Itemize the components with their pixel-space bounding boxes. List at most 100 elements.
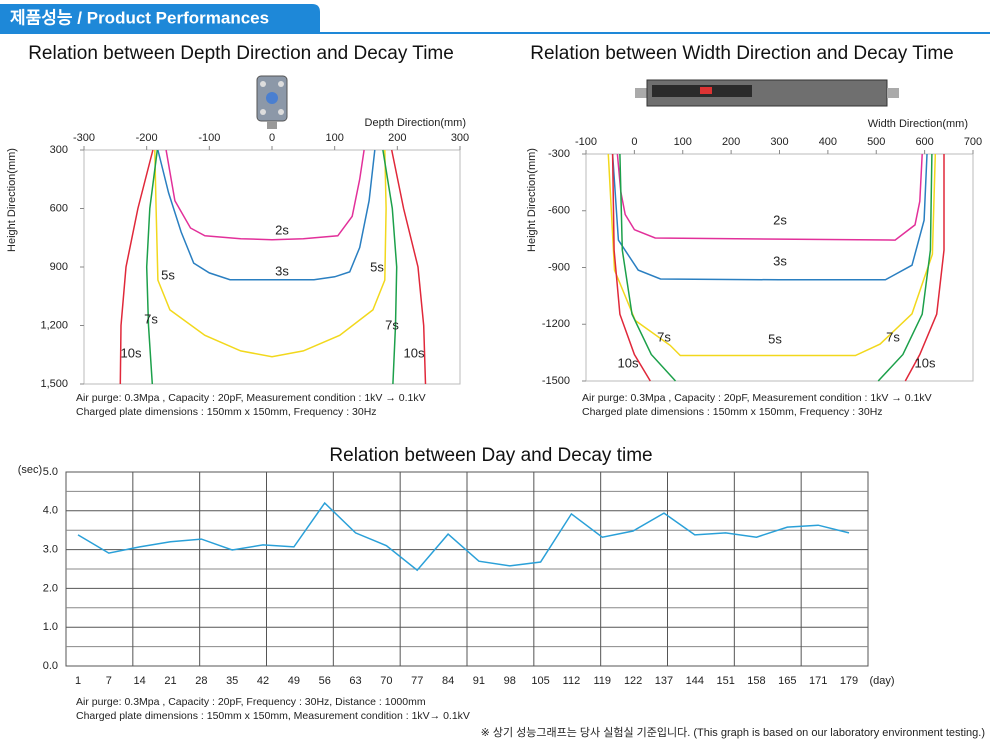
chart-title: Relation between Depth Direction and Dec… (28, 43, 454, 64)
x-tick-label: 0 (269, 132, 275, 144)
y-tick-label: -1200 (542, 318, 570, 330)
series-line (77, 501, 850, 572)
x-axis-title: Width Direction(mm) (868, 118, 968, 130)
y-tick-label: 1.0 (43, 621, 58, 633)
y-tick-label: 1,500 (40, 378, 68, 390)
x-tick-label: 100 (325, 132, 343, 144)
curve-label: 7s (886, 329, 900, 344)
series-line (154, 149, 387, 358)
x-tick-label: 112 (563, 675, 581, 687)
y-tick-label: -900 (548, 261, 570, 273)
curve-label: 2s (275, 222, 289, 237)
x-tick-label: 137 (655, 675, 673, 687)
x-tick-label: -200 (136, 132, 158, 144)
x-tick-label: 77 (411, 675, 423, 687)
x-tick-label: 179 (840, 675, 858, 687)
x-tick-label: 200 (722, 136, 740, 148)
series-line (165, 149, 365, 241)
curve-label: 10s (121, 345, 142, 360)
curve-label: 10s (618, 355, 639, 370)
series-line (145, 149, 398, 385)
x-tick-label: 21 (164, 675, 176, 687)
curve-label: 5s (161, 267, 175, 282)
header-tab (0, 4, 320, 32)
series-line (616, 153, 923, 241)
series-line (619, 153, 933, 382)
x-tick-label: 42 (257, 675, 269, 687)
x-tick-label: 1 (75, 675, 81, 687)
x-tick-label: 400 (819, 136, 837, 148)
x-tick-label: 56 (319, 675, 331, 687)
series-line (157, 149, 376, 281)
chart-note: Air purge: 0.3Mpa , Capacity : 20pF, Mea… (582, 392, 932, 404)
curve-label: 7s (144, 311, 158, 326)
x-tick-label: 7 (106, 675, 112, 687)
x-tick-label: 500 (867, 136, 885, 148)
x-tick-label: 300 (451, 132, 469, 144)
x-tick-label: 84 (442, 675, 454, 687)
x-tick-label: 165 (778, 675, 796, 687)
curve-label: 7s (385, 317, 399, 332)
y-tick-label: 600 (50, 202, 68, 214)
series-line (611, 153, 945, 382)
x-tick-label: 28 (195, 675, 207, 687)
x-tick-label: 91 (473, 675, 485, 687)
y-tick-label: 5.0 (43, 466, 58, 478)
chart-note: Charged plate dimensions : 150mm x 150mm… (76, 406, 377, 418)
x-tick-label: 300 (770, 136, 788, 148)
x-tick-label: 14 (134, 675, 146, 687)
x-tick-label: 70 (380, 675, 392, 687)
x-tick-label: 105 (531, 675, 549, 687)
chart-title: Relation between Day and Decay time (329, 445, 652, 466)
x-tick-label: 98 (504, 675, 516, 687)
series-line (119, 149, 427, 385)
x-tick-label: 600 (915, 136, 933, 148)
x-tick-label: 100 (674, 136, 692, 148)
chart-note: Charged plate dimensions : 150mm x 150mm… (582, 406, 883, 418)
y-tick-label: 900 (50, 261, 68, 273)
y-tick-label: 2.0 (43, 582, 58, 594)
curve-label: 5s (768, 331, 782, 346)
curve-label: 5s (370, 259, 384, 274)
x-tick-label: -100 (198, 132, 220, 144)
footnote: ※ 상기 성능그래프는 당사 실험실 기준입니다. (This graph is… (481, 726, 985, 739)
x-tick-label: -300 (73, 132, 95, 144)
x-tick-label: 700 (964, 136, 982, 148)
curve-label: 7s (657, 329, 671, 344)
y-unit: (sec) (18, 464, 42, 476)
x-tick-label: 158 (747, 675, 765, 687)
y-tick-label: 4.0 (43, 505, 58, 517)
x-tick-label: 122 (624, 675, 642, 687)
x-tick-label: 151 (716, 675, 734, 687)
device-bar-icon (635, 79, 899, 107)
x-tick-label: 119 (594, 675, 612, 687)
x-unit: (day) (869, 675, 894, 687)
y-tick-label: 0.0 (43, 660, 58, 672)
series-line (607, 153, 937, 357)
x-tick-label: 144 (686, 675, 704, 687)
x-tick-label: -100 (575, 136, 597, 148)
y-tick-label: 1,200 (40, 319, 68, 331)
y-tick-label: -600 (548, 205, 570, 217)
curve-label: 10s (915, 355, 936, 370)
y-axis-title: Height Direction(mm) (526, 148, 538, 252)
x-tick-label: 171 (809, 675, 827, 687)
series-line (611, 153, 928, 281)
curve-label: 3s (275, 263, 289, 278)
y-axis-title: Height Direction(mm) (6, 148, 18, 252)
curve-label: 3s (773, 253, 787, 268)
x-tick-label: 35 (226, 675, 238, 687)
curve-label: 10s (404, 345, 425, 360)
chart-note: Air purge: 0.3Mpa , Capacity : 20pF, Fre… (76, 696, 426, 708)
x-tick-label: 200 (388, 132, 406, 144)
curve-label: 2s (773, 212, 787, 227)
y-tick-label: 3.0 (43, 544, 58, 556)
chart-note: Air purge: 0.3Mpa , Capacity : 20pF, Mea… (76, 392, 426, 404)
y-tick-label: -1500 (542, 375, 570, 387)
x-axis-title: Depth Direction(mm) (365, 117, 466, 129)
y-tick-label: 300 (50, 144, 68, 156)
charts: Relation between Depth Direction and Dec… (6, 43, 982, 722)
y-tick-label: -300 (548, 148, 570, 160)
device-icon (256, 75, 288, 129)
